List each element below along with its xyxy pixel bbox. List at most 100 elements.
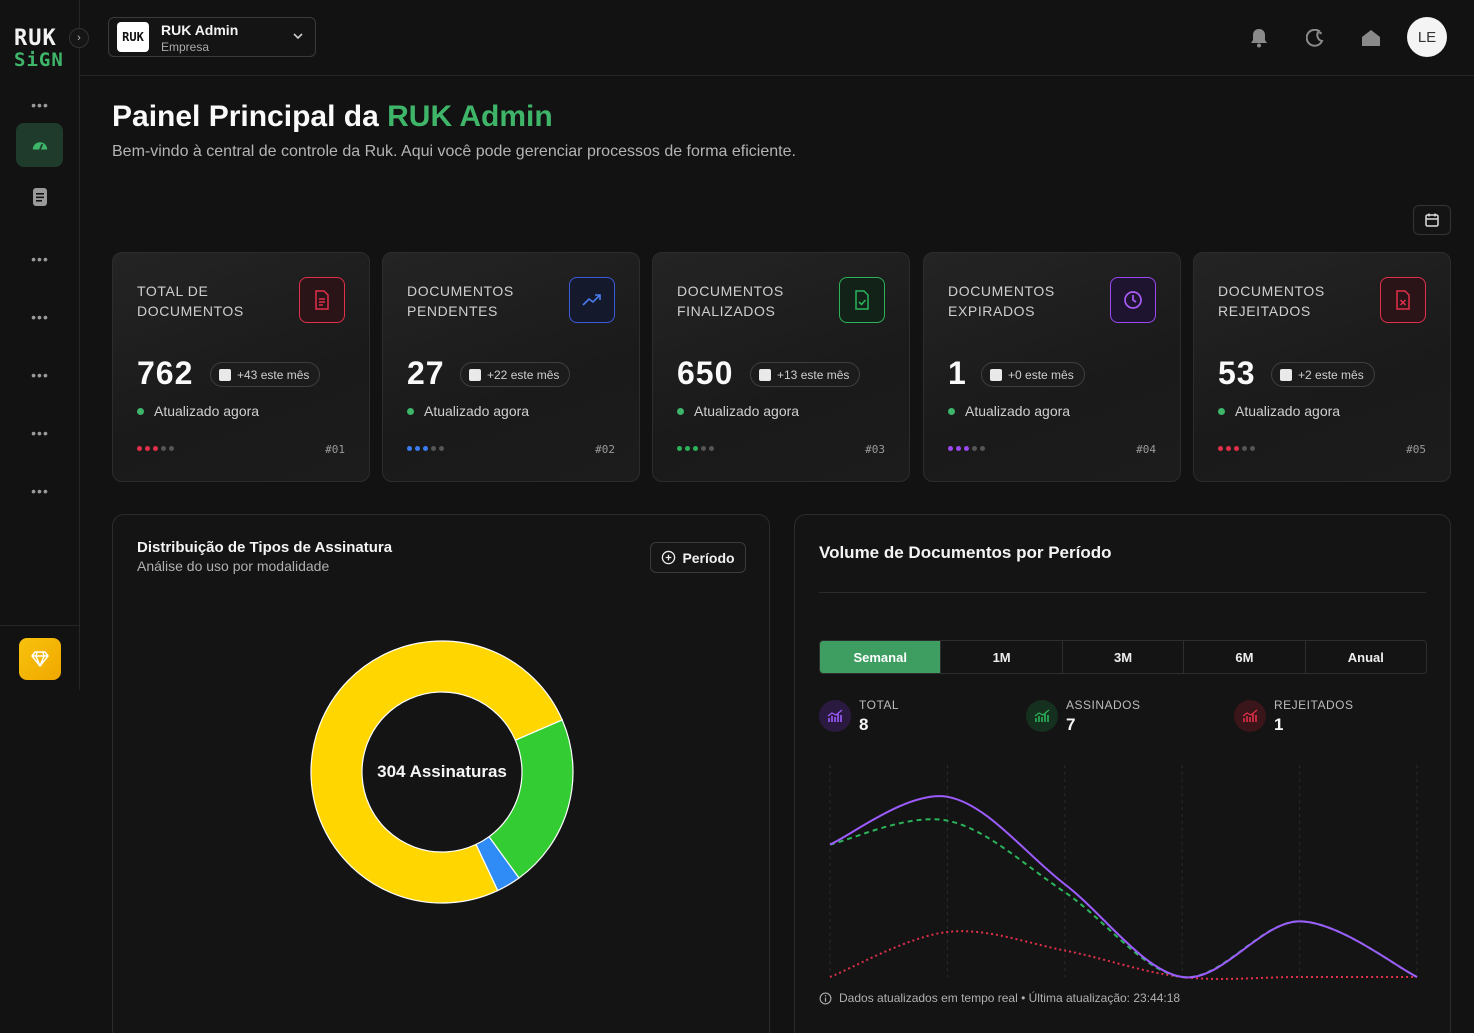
footnote: Dados atualizados em tempo real • Última… xyxy=(819,991,1180,1005)
stat-updated: Atualizado agora xyxy=(137,403,259,419)
bell-icon xyxy=(1251,29,1267,48)
document-x-icon xyxy=(1396,290,1410,310)
chart-mini-icon xyxy=(990,368,1002,381)
stat-updated-text: Atualizado agora xyxy=(965,403,1071,419)
company-selector[interactable]: RUK RUK Admin Empresa xyxy=(108,17,316,57)
stat-number: #01 xyxy=(325,443,345,456)
series-line-total[interactable] xyxy=(829,795,1418,979)
sidebar-group-dots: ••• xyxy=(31,367,49,383)
status-dot xyxy=(1218,407,1225,415)
sidebar-group-dots: ••• xyxy=(31,425,49,441)
volume-line-chart xyxy=(829,765,1418,980)
period-tabs: Semanal 1M 3M 6M Anual xyxy=(819,640,1427,674)
series-line-rejeitados[interactable] xyxy=(829,930,1417,980)
tab-semanal[interactable]: Semanal xyxy=(820,641,942,673)
company-logo: RUK xyxy=(117,22,149,52)
stat-delta-badge: +2 este mês xyxy=(1271,362,1375,387)
stat-delta-text: +13 este mês xyxy=(777,367,850,382)
plus-circle-icon xyxy=(662,550,676,565)
metric-value: 1 xyxy=(1274,715,1284,734)
notifications-button[interactable] xyxy=(1247,26,1271,50)
tab-3m[interactable]: 3M xyxy=(1063,641,1185,673)
date-filter-button[interactable] xyxy=(1413,205,1451,235)
tab-anual[interactable]: Anual xyxy=(1347,649,1384,665)
stat-value: 53 xyxy=(1218,355,1256,391)
chevron-right-icon: › xyxy=(77,32,81,44)
logo-top: RUK xyxy=(14,26,57,51)
sidebar-divider xyxy=(0,625,80,626)
top-header: RUK RUK Admin Empresa LE xyxy=(80,0,1474,76)
stat-icon-box xyxy=(299,277,345,323)
company-type: Empresa xyxy=(161,40,210,54)
tab-6m[interactable]: 6M xyxy=(1184,641,1306,673)
status-dot xyxy=(407,407,414,415)
donut-slice-0[interactable] xyxy=(310,640,564,904)
stat-label: TOTAL DE DOCUMENTOS xyxy=(137,283,244,319)
metric-rejected: REJEITADOS 1 xyxy=(1234,698,1353,735)
bar-chart-icon xyxy=(827,709,843,722)
stat-updated-text: Atualizado agora xyxy=(154,403,260,419)
chart-mini-icon xyxy=(219,368,231,381)
stat-updated-text: Atualizado agora xyxy=(694,403,800,419)
stat-progress-dots xyxy=(407,446,444,451)
period-button[interactable]: Período xyxy=(650,542,746,573)
user-avatar[interactable]: LE xyxy=(1407,17,1447,57)
logo-bottom: SiGN xyxy=(14,49,64,71)
premium-button[interactable] xyxy=(19,638,61,680)
stat-updated-text: Atualizado agora xyxy=(424,403,530,419)
stat-value: 1 xyxy=(948,355,967,391)
trending-up-icon xyxy=(582,294,601,306)
home-button[interactable] xyxy=(1359,26,1383,50)
moon-icon xyxy=(1306,29,1324,47)
stat-delta-badge: +13 este mês xyxy=(750,362,861,387)
stat-value: 762 xyxy=(137,355,194,391)
metric-value: 8 xyxy=(859,715,869,734)
panel-subtitle: Análise do uso por modalidade xyxy=(137,558,330,574)
signature-distribution-panel: Distribuição de Tipos de Assinatura Anál… xyxy=(112,514,770,1033)
stat-icon-box xyxy=(569,277,615,323)
stat-card-rejected[interactable]: DOCUMENTOS REJEITADOS 53 +2 este mês Atu… xyxy=(1193,252,1451,482)
donut-slice-2[interactable] xyxy=(475,835,520,892)
period-button-label: Período xyxy=(682,549,735,566)
sidebar-group-dots: ••• xyxy=(31,483,49,499)
theme-toggle-button[interactable] xyxy=(1303,26,1327,50)
donut-center-label: 304 Assinaturas xyxy=(377,762,507,781)
stat-progress-dots xyxy=(137,446,174,451)
status-dot xyxy=(677,407,684,415)
stat-value: 27 xyxy=(407,355,445,391)
stat-card-pending[interactable]: DOCUMENTOS PENDENTES 27 +22 este mês Atu… xyxy=(382,252,640,482)
chart-mini-icon xyxy=(1280,368,1292,381)
stat-updated: Atualizado agora xyxy=(677,403,799,419)
series-line-assinados[interactable] xyxy=(829,818,1418,979)
sidebar-group-dots: ••• xyxy=(31,97,49,113)
brand-logo[interactable]: RUK SiGN xyxy=(14,28,68,70)
page-title: Painel Principal da RUK Admin xyxy=(112,100,553,134)
metric-icon-box xyxy=(1234,700,1266,732)
stat-card-expired[interactable]: DOCUMENTOS EXPIRADOS 1 +0 este mês Atual… xyxy=(923,252,1181,482)
stat-delta-text: +0 este mês xyxy=(1008,367,1074,382)
metric-signed: ASSINADOS 7 xyxy=(1026,698,1141,735)
stat-delta-badge: +0 este mês xyxy=(981,362,1085,387)
bar-chart-icon xyxy=(1242,709,1258,722)
stat-card-total[interactable]: TOTAL DE DOCUMENTOS 762 +43 este mês Atu… xyxy=(112,252,370,482)
panel-title: Distribuição de Tipos de Assinatura xyxy=(137,539,393,556)
stat-icon-box xyxy=(839,277,885,323)
stat-label: DOCUMENTOS EXPIRADOS xyxy=(948,283,1055,319)
stat-progress-dots xyxy=(677,446,714,451)
dashboard-gauge-icon xyxy=(32,142,47,150)
volume-panel: Volume de Documentos por Período Semanal… xyxy=(794,514,1451,1033)
chart-mini-icon xyxy=(759,368,771,381)
stat-delta-text: +43 este mês xyxy=(237,367,310,382)
panel-divider xyxy=(819,592,1426,593)
sidebar-collapse-button[interactable]: › xyxy=(69,28,89,48)
sidebar-item-dashboard[interactable] xyxy=(16,123,63,167)
metric-total: TOTAL 8 xyxy=(819,698,899,735)
stat-updated: Atualizado agora xyxy=(407,403,529,419)
sidebar-item-documents[interactable] xyxy=(16,175,63,219)
stat-card-finished[interactable]: DOCUMENTOS FINALIZADOS 650 +13 este mês … xyxy=(652,252,910,482)
diamond-icon xyxy=(31,651,49,667)
tab-1m[interactable]: 1M xyxy=(941,641,1063,673)
clock-icon xyxy=(1124,291,1142,309)
home-icon xyxy=(1362,30,1380,46)
document-icon xyxy=(315,290,329,310)
